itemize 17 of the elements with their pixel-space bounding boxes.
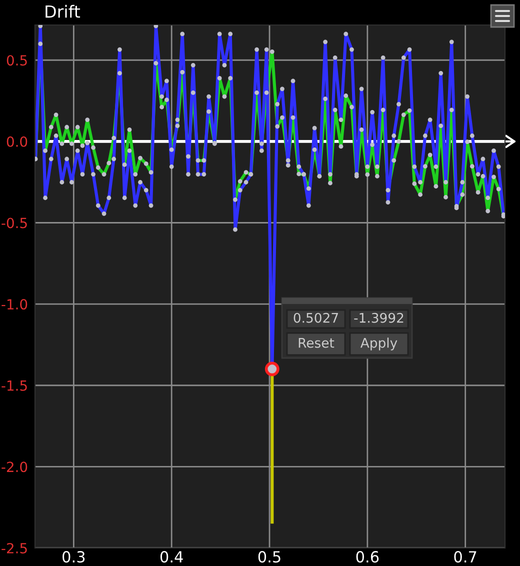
- annotation: Reset: [298, 338, 334, 348]
- x-tick-label: 0.5: [258, 551, 280, 563]
- x-tick-label: 0.4: [160, 551, 183, 563]
- y-tick-label: -1.0: [2, 299, 28, 310]
- y-tick-label: 0.5: [6, 55, 27, 66]
- chart-title: Drift: [46, 4, 80, 18]
- y-tick-label: 0.0: [6, 136, 28, 147]
- y-tick-label: -2.5: [2, 542, 27, 554]
- annotation: -1.3992: [354, 312, 404, 323]
- x-tick-label: 0.7: [454, 551, 476, 563]
- annotation: 0.5027: [294, 312, 338, 323]
- x-tick-label: 0.6: [356, 551, 379, 563]
- annotation: Apply: [360, 338, 398, 350]
- y-tick-label: -0.5: [2, 218, 27, 228]
- y-tick-label: -2.0: [2, 462, 28, 472]
- x-tick-label: 0.3: [62, 551, 85, 563]
- y-tick-label: -1.5: [2, 380, 27, 391]
